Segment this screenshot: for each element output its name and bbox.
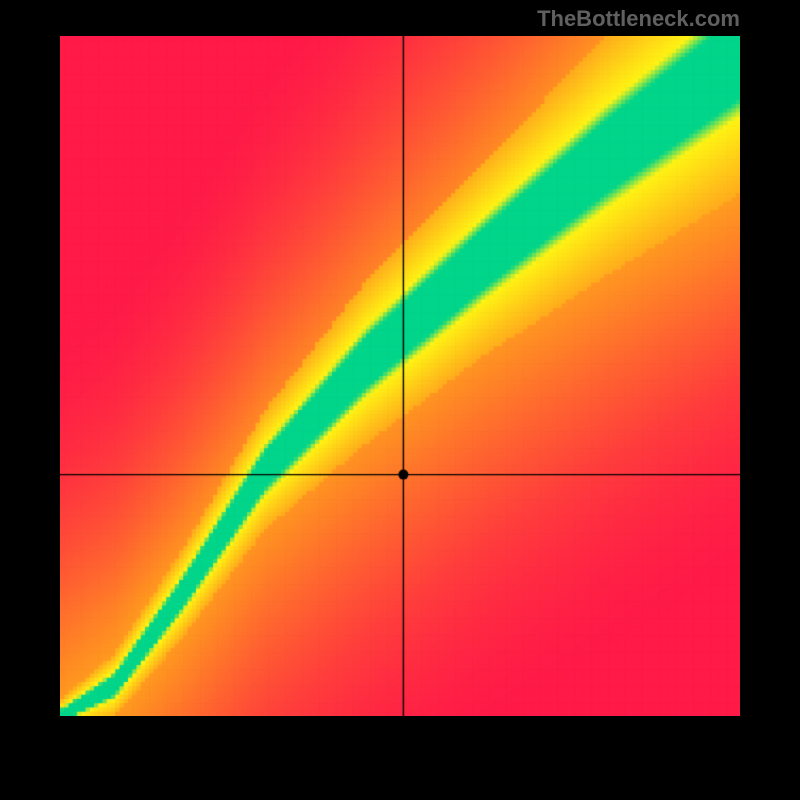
watermark-text: TheBottleneck.com: [0, 0, 800, 32]
chart-container: [60, 36, 740, 716]
heatmap-canvas: [60, 36, 740, 716]
